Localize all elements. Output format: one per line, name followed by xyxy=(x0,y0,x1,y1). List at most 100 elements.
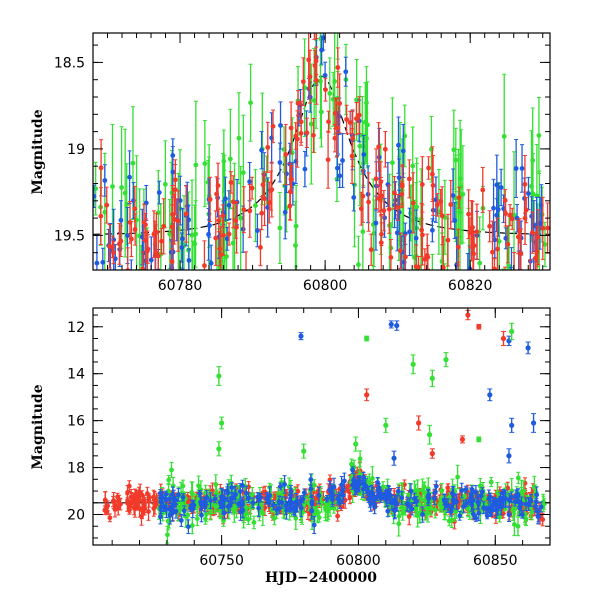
bottom-data-point xyxy=(511,506,516,512)
top-data-point xyxy=(110,184,115,189)
top-data-point xyxy=(445,237,451,243)
top-data-point xyxy=(216,218,222,223)
top-y-tick-label: 19.5 xyxy=(54,228,85,244)
bottom-data-point xyxy=(102,507,108,513)
top-data-point xyxy=(424,253,430,258)
top-data-point xyxy=(202,161,208,166)
top-data-point xyxy=(388,255,394,260)
top-data-point xyxy=(337,101,343,106)
top-data-point xyxy=(183,211,189,217)
bottom-data-point xyxy=(165,532,170,538)
top-data-point xyxy=(287,189,293,195)
top-data-point xyxy=(189,232,195,238)
top-data-point xyxy=(514,215,520,221)
top-data-point xyxy=(354,97,360,103)
bottom-data-point xyxy=(146,509,151,514)
top-data-point xyxy=(248,100,253,106)
top-data-point xyxy=(186,258,192,263)
top-data-point xyxy=(471,272,476,277)
top-data-point xyxy=(465,272,470,277)
top-data-point xyxy=(288,125,294,131)
bottom-data-point xyxy=(271,502,276,508)
top-data-point xyxy=(312,21,317,26)
top-data-point xyxy=(537,220,543,226)
top-data-point xyxy=(529,183,534,189)
top-data-point xyxy=(399,191,405,197)
top-data-point xyxy=(429,227,435,233)
bottom-data-point xyxy=(465,506,471,511)
top-data-point xyxy=(233,218,239,223)
top-data-point xyxy=(207,223,212,228)
top-data-point xyxy=(492,237,498,243)
bottom-data-point xyxy=(335,513,341,519)
top-data-point xyxy=(135,294,140,299)
top-x-tick-label: 60820 xyxy=(448,278,493,294)
top-data-point xyxy=(531,278,536,283)
bottom-data-point xyxy=(105,503,110,509)
top-data-point xyxy=(503,287,508,292)
top-data-point xyxy=(148,257,154,263)
top-data-point xyxy=(340,158,345,163)
top-data-point xyxy=(228,180,234,185)
bottom-data-point xyxy=(196,483,201,489)
top-data-point xyxy=(236,135,242,141)
top-y-tick-label: 18.5 xyxy=(54,55,85,71)
top-data-point xyxy=(513,166,519,171)
top-data-point xyxy=(396,175,402,181)
top-data-point xyxy=(392,190,397,196)
top-data-point xyxy=(507,212,513,218)
top-x-tick-label: 60780 xyxy=(158,278,203,294)
top-data-point xyxy=(208,260,214,266)
top-data-point xyxy=(226,231,232,237)
top-data-point xyxy=(386,206,392,212)
top-data-point xyxy=(143,237,149,243)
top-data-point xyxy=(314,25,319,30)
top-axis-ticks: 60780 60800 60820 18.5 19 19.5 xyxy=(54,33,550,294)
top-data-point xyxy=(419,181,425,187)
top-data-point xyxy=(334,165,340,171)
top-data-point xyxy=(373,220,379,226)
top-data-point xyxy=(401,270,406,275)
top-data-point xyxy=(308,121,314,127)
top-data-point xyxy=(207,196,213,202)
top-data-point xyxy=(332,110,338,116)
bottom-data-point xyxy=(415,488,421,493)
top-data-point xyxy=(155,253,161,259)
top-data-point xyxy=(277,160,283,165)
top-data-point xyxy=(262,196,267,202)
top-data-point xyxy=(216,284,221,289)
top-data-point xyxy=(240,226,246,232)
top-data-point xyxy=(259,147,264,153)
top-data-point xyxy=(400,148,406,154)
top-data-point xyxy=(270,123,276,129)
top-data-point xyxy=(311,132,316,138)
top-data-point xyxy=(353,116,359,122)
top-data-point xyxy=(410,163,416,169)
bottom-data-point xyxy=(523,516,529,522)
top-data-point xyxy=(419,227,425,233)
top-data-point xyxy=(241,207,247,213)
bottom-data-point xyxy=(203,516,208,522)
top-data-point xyxy=(395,205,401,210)
top-data-point xyxy=(258,245,263,250)
top-data-point xyxy=(522,181,528,187)
top-data-point xyxy=(351,195,357,200)
top-data-point xyxy=(102,178,108,183)
top-data-point xyxy=(222,196,228,202)
top-plot-area xyxy=(93,21,550,299)
top-data-point xyxy=(455,244,461,250)
top-data-point xyxy=(378,240,384,246)
top-data-point xyxy=(278,123,283,128)
top-data-point xyxy=(98,293,103,298)
top-data-point xyxy=(426,165,431,171)
top-data-point xyxy=(430,183,436,188)
bottom-data-point xyxy=(190,491,195,497)
bottom-data-point xyxy=(245,517,251,522)
top-data-point xyxy=(127,219,133,225)
bottom-data-point xyxy=(241,514,246,520)
top-data-point xyxy=(94,260,100,266)
bottom-data-point xyxy=(433,483,439,489)
top-data-point xyxy=(545,225,550,231)
top-data-point xyxy=(376,154,382,160)
